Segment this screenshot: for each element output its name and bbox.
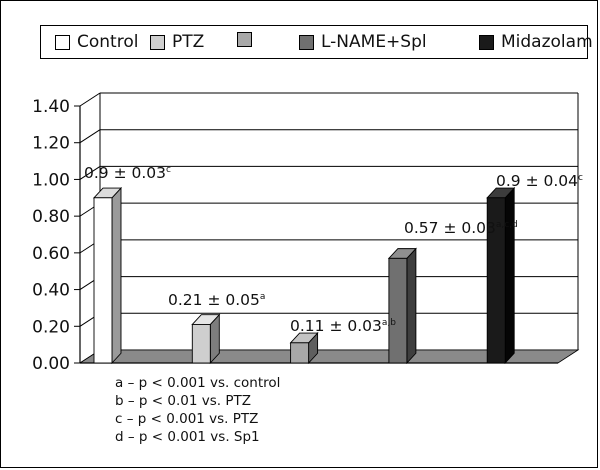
legend-swatch-4 xyxy=(479,34,494,50)
data-label-3: 0.57 ± 0.03a,c,d xyxy=(404,219,518,237)
significance-notes: a – p < 0.001 vs. control b – p < 0.01 v… xyxy=(115,374,280,446)
bar-front-2 xyxy=(290,342,310,364)
bar-2 xyxy=(289,331,319,365)
legend-item-2 xyxy=(237,32,259,47)
y-tick-label-6: 1.20 xyxy=(32,134,70,154)
data-label-0: 0.9 ± 0.03c xyxy=(84,164,171,182)
y-tick-label-1: 0.20 xyxy=(32,317,70,337)
bar-front-1 xyxy=(191,324,211,364)
note-line-b: b – p < 0.01 vs. PTZ xyxy=(115,393,251,409)
legend-item-3: L-NAME+Spl xyxy=(299,32,427,52)
legend-label-4: Midazolam xyxy=(501,32,593,52)
y-tick-label-5: 1.00 xyxy=(32,170,70,190)
note-line-d: d – p < 0.001 vs. Sp1 xyxy=(115,429,260,445)
y-tick-label-4: 0.80 xyxy=(32,207,70,227)
legend-swatch-0 xyxy=(55,34,70,50)
bar-3 xyxy=(387,247,417,365)
data-label-1: 0.21 ± 0.05a xyxy=(168,291,265,309)
legend-swatch-3 xyxy=(299,34,314,50)
bar-front-3 xyxy=(388,257,408,364)
legend-swatch-1 xyxy=(150,34,165,50)
legend-label-1: PTZ xyxy=(172,32,205,52)
legend-item-4: Midazolam xyxy=(479,32,593,52)
legend-label-0: Control xyxy=(77,32,139,52)
bar-side-4 xyxy=(504,186,515,365)
legend-label-3: L-NAME+Spl xyxy=(321,32,427,52)
y-tick-label-3: 0.60 xyxy=(32,244,70,264)
bar-side-0 xyxy=(111,186,122,365)
legend-swatch-2 xyxy=(237,32,252,47)
bar-front-0 xyxy=(93,197,113,364)
chart-legend: Control PTZ L-NAME+Spl Midazolam xyxy=(40,25,593,59)
y-tick-label-0: 0.00 xyxy=(32,354,70,374)
legend-item-1: PTZ xyxy=(150,32,204,52)
y-tick-label-2: 0.40 xyxy=(32,281,70,301)
data-label-2: 0.11 ± 0.03a,b xyxy=(290,317,396,335)
side-gridline-6 xyxy=(79,129,101,144)
legend-item-0: Control xyxy=(55,32,138,52)
data-label-4: 0.9 ± 0.04c xyxy=(496,172,583,190)
side-gridline-5 xyxy=(79,166,101,180)
side-gridline-7 xyxy=(79,92,101,107)
bar-front-4 xyxy=(486,197,506,364)
y-tick-label-7: 1.40 xyxy=(32,97,70,117)
note-line-c: c – p < 0.001 vs. PTZ xyxy=(115,411,259,427)
bar-4 xyxy=(486,186,516,365)
bar-0 xyxy=(92,186,123,365)
note-line-a: a – p < 0.001 vs. control xyxy=(115,375,281,391)
bar-side-3 xyxy=(406,247,417,365)
bar-1 xyxy=(191,313,221,365)
